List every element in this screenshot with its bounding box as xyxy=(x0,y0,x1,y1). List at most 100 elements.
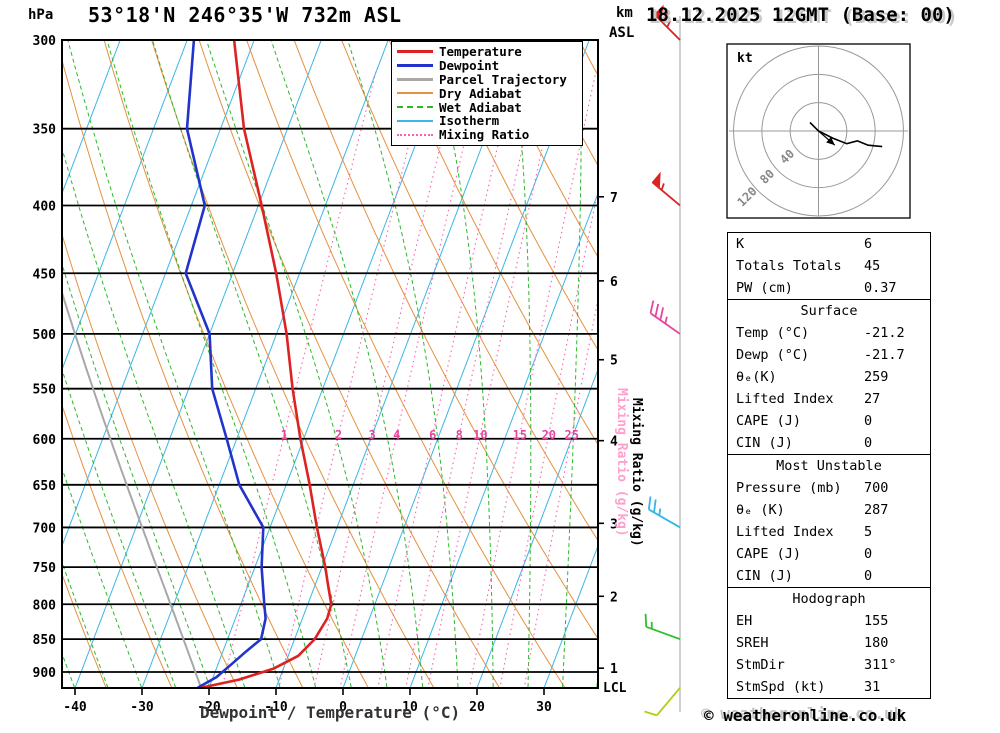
wet-adiabat-line xyxy=(62,262,211,688)
table-row: EH 155 xyxy=(728,610,930,632)
table-row-value: 0 xyxy=(864,546,873,562)
wind-barb xyxy=(653,4,681,41)
mixing-ratio-value-label: 15 xyxy=(513,428,527,442)
wind-barb xyxy=(647,496,681,529)
table-row-label: θₑ(K) xyxy=(736,369,777,385)
table-row-value: 31 xyxy=(864,679,881,695)
pressure-tick-label: 650 xyxy=(33,479,57,494)
table-row-value: -21.7 xyxy=(864,347,905,363)
table-row: Lifted Index 5 xyxy=(728,521,930,543)
pressure-tick-label: 700 xyxy=(33,521,57,536)
mixing-ratio-line xyxy=(468,67,598,688)
legend-item-label: Parcel Trajectory xyxy=(439,71,567,87)
pressure-tick-label: 800 xyxy=(33,598,57,613)
wet-adiabat-line xyxy=(62,560,109,688)
table-row-label: CAPE (J) xyxy=(736,413,802,429)
legend-item-label: Temperature xyxy=(439,44,522,60)
table-row: θₑ (K) 287 xyxy=(728,499,930,521)
dry-adiabat-line xyxy=(151,40,435,688)
hodograph-ring xyxy=(789,102,848,160)
legend-line-sample xyxy=(397,106,433,109)
isotherm-line xyxy=(543,544,598,688)
parcel-trajectory-curve xyxy=(62,289,202,688)
table-row: CIN (J) 0 xyxy=(728,432,930,454)
wet-adiabat-line xyxy=(511,40,532,688)
wind-barb xyxy=(649,300,681,335)
mixing-ratio-value-label: 2 xyxy=(335,428,342,442)
table-row-label: CIN (J) xyxy=(736,568,793,584)
table-section-most-unstable: Most Unstable Pressure (mb) 700 θₑ (K) 287 Li… xyxy=(728,454,930,587)
mixing-ratio-line xyxy=(499,187,598,688)
temperature-curve xyxy=(200,40,333,688)
table-row-label: SREH xyxy=(736,635,769,651)
legend-item: Dewpoint xyxy=(397,59,577,73)
copyright-watermark: © weatheronline.co.uk xyxy=(704,706,907,725)
wet-adiabat-line xyxy=(106,40,317,688)
wet-adiabat-line xyxy=(62,367,177,688)
table-section-header: Surface xyxy=(800,303,858,319)
mixing-ratio-line xyxy=(339,67,483,688)
temp-tick-label: 30 xyxy=(536,700,552,715)
isotherm-line xyxy=(275,40,523,688)
mixing-ratio-value-label: 4 xyxy=(393,428,400,442)
wet-adiabat-line xyxy=(62,146,246,688)
wet-adiabat-line xyxy=(431,40,494,688)
table-row-label: Totals Totals xyxy=(736,258,842,274)
barb-half xyxy=(664,316,668,324)
temp-tick-label: -10 xyxy=(264,700,288,715)
chart-legend: Temperature Dewpoint Parcel Trajectory Dry … xyxy=(391,41,583,146)
table-row: StmSpd (kt) 31 xyxy=(728,676,930,698)
table-row-value: 155 xyxy=(864,613,889,629)
background-grid xyxy=(62,40,598,688)
legend-item-label: Wet Adiabat xyxy=(439,99,522,115)
isotherm-line xyxy=(62,40,255,548)
datetime-label: 18.12.2025 12GMT (Base: 00) xyxy=(646,4,955,26)
asl-label: ASL xyxy=(609,25,635,41)
mixing-ratio-line xyxy=(221,67,378,688)
table-row: PW (cm) 0.37 xyxy=(728,277,930,299)
legend-item-label: Dewpoint xyxy=(439,58,500,74)
table-row: Lifted Index 27 xyxy=(728,388,930,410)
table-section: K 6 Totals Totals 45 PW (cm) 0.37 xyxy=(728,233,930,299)
table-row-value: 180 xyxy=(864,635,889,651)
dry-adiabat-line xyxy=(388,40,598,446)
legend-item-label: Isotherm xyxy=(439,113,500,129)
mixing-ratio-line xyxy=(405,67,541,688)
hodograph-unit-label: kt xyxy=(737,51,753,66)
table-section-header: Hodograph xyxy=(792,591,866,607)
barb-staff xyxy=(656,687,681,716)
legend-line-sample xyxy=(397,133,433,136)
table-row-value: 0.37 xyxy=(864,280,897,296)
dry-adiabat-line xyxy=(436,40,598,351)
page-title: 53°18'N 246°35'W 732m ASL xyxy=(88,3,402,27)
legend-item-label: Mixing Ratio xyxy=(439,127,530,143)
table-row-label: Pressure (mb) xyxy=(736,480,842,496)
pressure-tick-label: 900 xyxy=(33,666,57,681)
barb-full xyxy=(654,303,660,317)
wet-adiabat-line xyxy=(270,40,424,688)
wet-adiabat-line xyxy=(62,652,76,688)
barb-full xyxy=(644,710,658,717)
pressure-tick-label: 850 xyxy=(33,633,57,648)
sounding-indices-table: K 6 Totals Totals 45 PW (cm) 0.37 Surface Temp … xyxy=(727,232,931,699)
wind-barb xyxy=(644,613,681,640)
wind-barb xyxy=(644,687,681,717)
isotherm-line xyxy=(62,40,188,371)
legend-line-sample xyxy=(397,119,433,122)
legend-line-sample xyxy=(397,50,433,54)
legend-item-label: Dry Adiabat xyxy=(439,85,522,101)
table-row: SREH 180 xyxy=(728,632,930,654)
temp-tick-label: -30 xyxy=(130,700,154,715)
legend-item: Mixing Ratio xyxy=(397,128,577,142)
table-row-value: 6 xyxy=(864,236,873,252)
barb-full xyxy=(647,496,652,510)
dry-adiabat-line xyxy=(62,232,238,688)
km-tick-label: 5 xyxy=(610,354,618,369)
mixing-ratio-value-label: 10 xyxy=(473,428,487,442)
wet-adiabat-line xyxy=(562,40,582,688)
legend-line-sample xyxy=(397,64,433,68)
wet-adiabat-line xyxy=(152,40,352,688)
legend-item: Parcel Trajectory xyxy=(397,73,577,87)
table-row-label: StmSpd (kt) xyxy=(736,679,826,695)
